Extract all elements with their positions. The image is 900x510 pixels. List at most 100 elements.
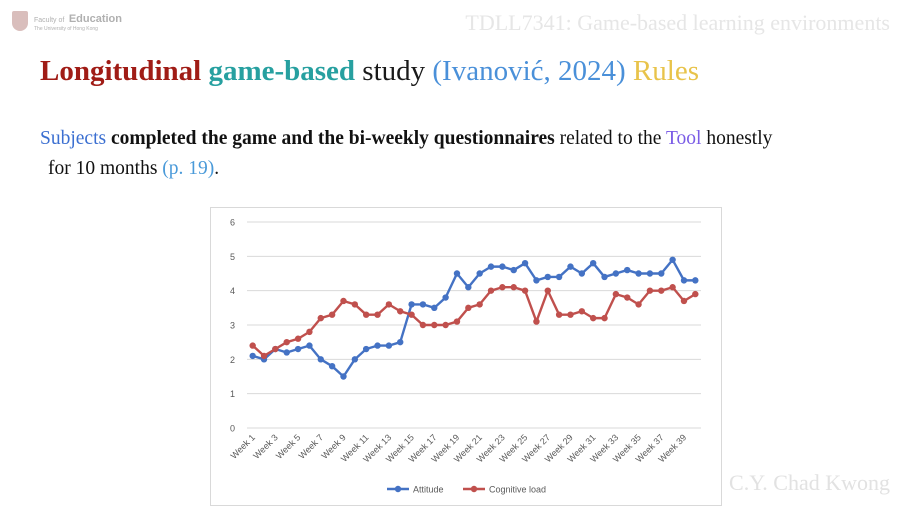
data-point xyxy=(385,342,393,349)
title-word-game-based: game-based xyxy=(208,55,356,87)
y-tick-label: 6 xyxy=(230,218,235,228)
data-point xyxy=(249,342,256,349)
data-point xyxy=(646,287,654,294)
data-point xyxy=(533,277,540,284)
word-tool: Tool xyxy=(665,128,702,149)
duration-phrase: for 10 months xyxy=(48,158,158,179)
data-point xyxy=(453,318,461,325)
data-point xyxy=(510,266,517,274)
y-tick-label: 1 xyxy=(230,389,235,399)
data-point xyxy=(351,301,359,308)
legend-marker xyxy=(394,485,402,493)
data-point xyxy=(567,311,574,318)
data-point xyxy=(442,321,449,329)
data-point xyxy=(612,290,620,298)
bold-phrase: completed the game and the bi-weekly que… xyxy=(110,128,555,149)
data-point xyxy=(499,284,506,291)
data-point xyxy=(533,318,540,325)
data-point xyxy=(442,294,449,301)
data-point xyxy=(544,287,551,294)
legend-label: Cognitive load xyxy=(489,485,546,495)
data-point xyxy=(510,284,517,291)
data-point xyxy=(499,263,506,270)
crest-icon xyxy=(12,11,28,31)
title-word-rules: Rules xyxy=(632,55,699,87)
series-line-attitude xyxy=(252,258,696,378)
data-point xyxy=(283,349,290,356)
data-point xyxy=(601,314,608,322)
course-title: TDLL7341: Game-based learning environmen… xyxy=(465,10,890,35)
y-tick-label: 4 xyxy=(230,286,235,296)
data-point xyxy=(680,277,688,284)
y-tick-label: 0 xyxy=(230,424,235,434)
data-point xyxy=(669,256,676,263)
data-point xyxy=(317,356,324,363)
data-point xyxy=(374,342,381,349)
title-citation: (Ivanović, 2024) xyxy=(432,55,626,87)
data-point xyxy=(635,270,642,277)
data-point xyxy=(658,287,665,294)
data-point xyxy=(669,284,676,291)
data-point xyxy=(408,301,415,308)
page-ref: (p. 19) xyxy=(162,158,215,179)
data-point xyxy=(612,270,620,277)
data-point xyxy=(340,373,347,380)
y-tick-label: 2 xyxy=(230,355,235,365)
data-point xyxy=(294,345,302,353)
data-point xyxy=(272,345,279,353)
legend-marker xyxy=(470,485,478,493)
data-point xyxy=(431,304,438,312)
author-name: C.Y. Chad Kwong xyxy=(729,470,890,495)
data-point xyxy=(431,321,438,329)
data-point xyxy=(680,297,688,305)
slide-title: Longitudinal game-based study (Ivanović,… xyxy=(40,55,699,88)
data-point xyxy=(487,263,495,270)
data-point xyxy=(374,311,381,318)
title-word-longitudinal: Longitudinal xyxy=(40,55,202,87)
data-point xyxy=(260,352,268,360)
series-line-cognitive-load xyxy=(251,286,696,358)
data-point xyxy=(362,345,370,353)
logo-sub-text: The University of Hong Kong xyxy=(34,26,98,32)
data-point xyxy=(340,297,347,305)
data-point xyxy=(294,335,302,342)
data-point xyxy=(555,273,563,281)
data-point xyxy=(521,287,529,294)
data-point xyxy=(578,270,586,277)
data-point xyxy=(465,304,472,312)
data-point xyxy=(521,260,529,267)
y-tick-label: 5 xyxy=(230,252,235,262)
data-point xyxy=(692,277,699,284)
data-point xyxy=(328,363,336,370)
logo-big-text: Education xyxy=(68,13,122,25)
data-point xyxy=(601,273,608,281)
data-point xyxy=(397,338,404,346)
data-point xyxy=(567,263,574,270)
data-point xyxy=(306,342,313,349)
mid-phrase: related to the xyxy=(559,128,662,149)
data-point xyxy=(306,328,313,336)
data-point xyxy=(465,284,472,291)
slide-body: Subjects completed the game and the bi-w… xyxy=(40,124,890,184)
data-point xyxy=(397,308,404,315)
data-point xyxy=(624,266,631,274)
data-point xyxy=(283,338,290,346)
data-point xyxy=(589,314,597,322)
data-point xyxy=(476,270,483,277)
title-word-study: study xyxy=(362,55,426,87)
data-point xyxy=(419,301,427,308)
data-point xyxy=(385,301,393,308)
data-point xyxy=(351,356,359,363)
faculty-logo: Faculty of Education The University of H… xyxy=(12,10,122,32)
data-point xyxy=(624,294,631,301)
data-point xyxy=(658,270,665,277)
data-point xyxy=(317,314,324,322)
after-phrase: honestly xyxy=(706,128,773,149)
data-point xyxy=(249,352,256,360)
chart-container: 0 1 2 3 4 5 6 Week 1 Week 3 Week 5 Week 7 Week 9 Wee… xyxy=(210,207,722,506)
period: . xyxy=(214,158,220,179)
data-point xyxy=(692,290,699,298)
data-point xyxy=(589,260,597,267)
word-subjects: Subjects xyxy=(40,128,107,149)
data-point xyxy=(646,270,654,277)
